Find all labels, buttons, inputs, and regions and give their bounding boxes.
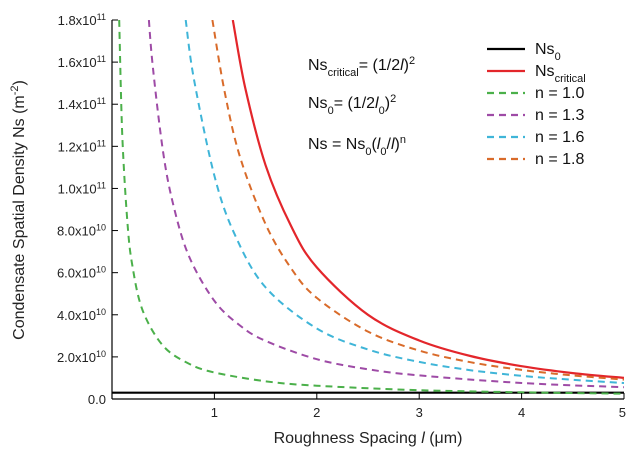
x-tick-label: 1: [211, 405, 218, 420]
legend-label: n = 1.8: [535, 151, 584, 168]
equation-annotations: Nscritical= (1/2l)2 Ns0= (1/2l0)2 Ns = Ns0…: [308, 55, 415, 158]
axes: [111, 19, 625, 400]
y-axis-title: Condensate Spatial Density Ns (m-2): [9, 80, 28, 340]
series-layer: [112, 20, 624, 395]
legend-label: n = 1.6: [535, 129, 584, 146]
y-tick-labels: 0.0 2.0x1010 4.0x1010 6.0x1010 8.0x1010 1.0x1…: [57, 12, 106, 407]
series-line-1: [231, 20, 624, 379]
x-tick-label: 3: [416, 405, 423, 420]
equation-2: Ns = Ns0(l0/l)n: [308, 134, 406, 158]
y-tick-label: 0.0: [88, 392, 106, 407]
y-tick-label: 8.0x1010: [57, 223, 106, 239]
legend-label: Ns0: [535, 41, 561, 63]
legend-label: n = 1.3: [535, 107, 584, 124]
x-tick-label: 5: [619, 405, 626, 420]
equation-1: Ns0= (1/2l0)2: [308, 93, 396, 117]
x-tick-label: 4: [518, 405, 525, 420]
x-axis-title: Roughness Spacing l (μm): [274, 430, 463, 447]
series-line-3: [147, 20, 624, 389]
y-tick-label: 1.4x1011: [58, 96, 106, 112]
legend-label: Nscritical: [535, 63, 586, 85]
y-tick-label: 4.0x1010: [57, 307, 106, 323]
equation-0: Nscritical= (1/2l)2: [308, 55, 415, 79]
y-tick-label: 1.0x1011: [58, 180, 106, 196]
series-line-4: [184, 20, 624, 384]
x-tick-label: 2: [313, 405, 320, 420]
x-tick-labels: 1 2 3 4 5: [211, 405, 626, 420]
series-line-5: [211, 20, 624, 381]
y-tick-label: 1.8x1011: [58, 12, 106, 28]
y-tick-label: 1.6x1011: [58, 54, 106, 70]
y-tick-label: 1.2x1011: [58, 138, 106, 154]
y-tick-label: 6.0x1010: [57, 265, 106, 281]
legend-label: n = 1.0: [535, 85, 584, 102]
y-tick-label: 2.0x1010: [57, 349, 106, 365]
